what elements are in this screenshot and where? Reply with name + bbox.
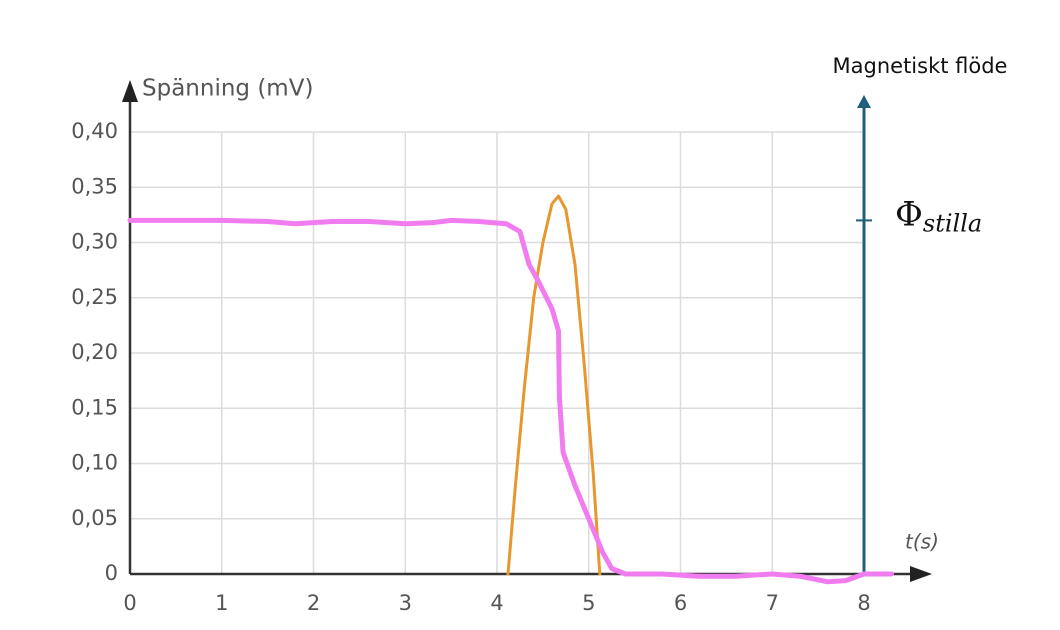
x-tick-label: 8 (857, 591, 870, 615)
annotation: Φstilla (895, 194, 982, 237)
right-axis-arrow (857, 95, 871, 108)
y-tick-label: 0,30 (71, 230, 118, 254)
y-tick-label: 0,15 (71, 395, 118, 419)
y-tick-label: 0,10 (71, 451, 118, 475)
series-line (127, 217, 894, 585)
x-axis-arrow (910, 566, 932, 582)
x-axis-label: t(s) (905, 530, 939, 554)
annotation-symbol: Φ (895, 194, 923, 234)
x-tick-label: 2 (307, 591, 320, 615)
x-tick-label: 3 (399, 591, 412, 615)
x-tick-label: 6 (674, 591, 687, 615)
y-tick-label: 0,40 (71, 119, 118, 143)
y-tick-label: 0,35 (71, 174, 118, 198)
y-axis-arrow (122, 80, 138, 102)
x-tick-label: 0 (123, 591, 136, 615)
y-tick-label: 0,05 (71, 506, 118, 530)
y-axis-label: Spänning (mV) (142, 76, 313, 102)
y-tick-label: 0,25 (71, 285, 118, 309)
x-tick-label: 5 (582, 591, 595, 615)
y-tick-label: 0 (105, 561, 118, 585)
y-tick-label: 0,20 (71, 340, 118, 364)
right-axis-label: Magnetiskt flöde (833, 54, 1008, 78)
x-tick-label: 7 (766, 591, 779, 615)
annotation-subscript: stilla (923, 209, 982, 237)
x-tick-label: 4 (490, 591, 503, 615)
x-tick-label: 1 (215, 591, 228, 615)
series-line (506, 194, 602, 576)
